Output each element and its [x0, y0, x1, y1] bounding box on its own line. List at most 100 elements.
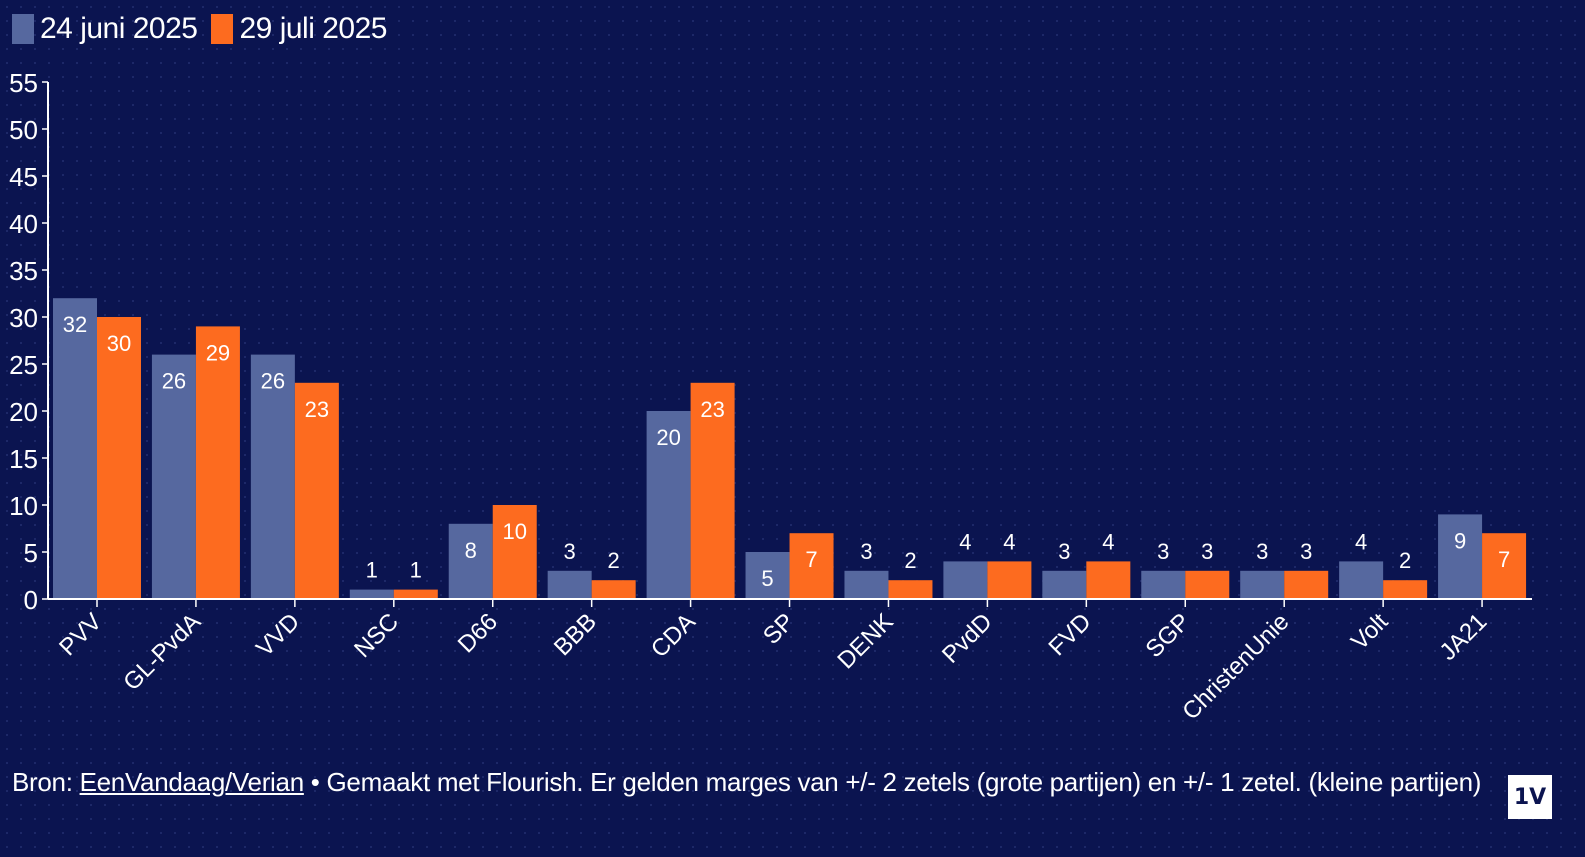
x-tick-label: GL-PvdA — [118, 608, 206, 696]
bar[interactable] — [294, 382, 339, 599]
bar[interactable] — [1383, 580, 1428, 599]
bar-value-label: 32 — [63, 312, 87, 337]
bar-value-label: 3 — [1058, 539, 1070, 564]
bar-value-label: 5 — [761, 566, 773, 591]
legend-item-series-b[interactable]: 29 juli 2025 — [211, 12, 387, 46]
bar-value-label: 4 — [1003, 529, 1015, 554]
brand-logo: 1V — [1508, 775, 1552, 819]
bar[interactable] — [53, 298, 97, 599]
y-tick-label: 0 — [24, 585, 38, 615]
legend-item-series-a[interactable]: 24 juni 2025 — [12, 12, 198, 46]
bar-value-label: 7 — [1498, 547, 1510, 572]
bar[interactable] — [195, 326, 240, 599]
chart-legend: 24 juni 2025 29 juli 2025 — [12, 12, 387, 46]
x-tick-label: PvdD — [937, 608, 998, 669]
bar[interactable] — [1042, 570, 1087, 599]
y-tick-label: 50 — [9, 115, 38, 145]
bar-value-label: 30 — [107, 331, 131, 356]
bar[interactable] — [151, 354, 196, 599]
bar-value-label: 3 — [860, 539, 872, 564]
x-tick-label: ChristenUnie — [1177, 608, 1294, 725]
bar-value-label: 7 — [805, 547, 817, 572]
bar-value-label: 23 — [305, 397, 329, 422]
bar-value-label: 9 — [1454, 528, 1466, 553]
y-tick-label: 25 — [9, 350, 38, 380]
x-tick-label: SGP — [1141, 608, 1196, 663]
bar[interactable] — [1339, 561, 1384, 599]
x-tick-label: JA21 — [1435, 608, 1493, 666]
bar[interactable] — [1240, 570, 1285, 599]
bar[interactable] — [1284, 570, 1329, 599]
bar[interactable] — [646, 411, 691, 599]
y-tick-label: 35 — [9, 256, 38, 286]
bar[interactable] — [888, 580, 933, 599]
footer-prefix: Bron: — [12, 767, 80, 797]
bar[interactable] — [1086, 561, 1131, 599]
source-footer: Bron: EenVandaag/Verian • Gemaakt met Fl… — [12, 764, 1482, 800]
bar-value-label: 3 — [1300, 539, 1312, 564]
bar[interactable] — [1438, 514, 1483, 599]
x-tick-label: NSC — [349, 608, 404, 663]
bar-value-label: 2 — [1399, 548, 1411, 573]
x-tick-label: VVD — [251, 608, 305, 662]
y-tick-label: 40 — [9, 209, 38, 239]
bar-value-label: 4 — [1355, 529, 1367, 554]
bar[interactable] — [547, 570, 592, 599]
bar[interactable] — [349, 589, 394, 599]
bar-value-label: 1 — [410, 558, 422, 583]
bar[interactable] — [1482, 533, 1527, 599]
bar[interactable] — [745, 552, 790, 599]
bar-value-label: 29 — [206, 340, 230, 365]
legend-swatch-series-b — [211, 14, 234, 44]
bar-value-label: 8 — [465, 538, 477, 563]
bar-value-label: 3 — [1201, 539, 1213, 564]
bar-value-label: 4 — [959, 529, 971, 554]
footer-text: • Gemaakt met Flourish. Er gelden marges… — [303, 767, 1482, 797]
bar-value-label: 3 — [1256, 539, 1268, 564]
y-tick-label: 30 — [9, 303, 38, 333]
x-tick-label: DENK — [832, 608, 898, 674]
x-tick-label: PVV — [54, 608, 107, 661]
x-tick-label: CDA — [646, 608, 701, 663]
bar[interactable] — [844, 570, 889, 599]
bar[interactable] — [97, 317, 141, 599]
x-tick-label: FVD — [1044, 608, 1097, 661]
legend-label-series-a: 24 juni 2025 — [40, 12, 198, 45]
legend-swatch-series-a — [12, 14, 34, 44]
y-tick-label: 45 — [9, 162, 38, 192]
y-tick-label: 20 — [9, 397, 38, 427]
x-tick-label: D66 — [453, 608, 503, 658]
bar[interactable] — [448, 523, 493, 599]
bar-value-label: 4 — [1102, 529, 1114, 554]
bar[interactable] — [690, 382, 735, 599]
y-tick-label: 55 — [9, 68, 38, 98]
y-tick-label: 15 — [9, 444, 38, 474]
legend-label-series-b: 29 juli 2025 — [239, 12, 387, 45]
bar[interactable] — [492, 505, 537, 599]
bar[interactable] — [943, 561, 988, 599]
bar-value-label: 26 — [162, 369, 186, 394]
x-tick-label: Volt — [1346, 608, 1394, 656]
bar-value-label: 26 — [261, 369, 285, 394]
bar[interactable] — [789, 533, 834, 599]
x-tick-label: BBB — [549, 608, 602, 661]
bar-value-label: 2 — [904, 548, 916, 573]
bar[interactable] — [393, 589, 438, 599]
bar[interactable] — [1185, 570, 1230, 599]
source-link[interactable]: EenVandaag/Verian — [79, 767, 305, 797]
bar-chart: 05101520253035404550553230PVV2629GL-PvdA… — [9, 68, 1532, 725]
y-tick-label: 10 — [9, 491, 38, 521]
y-tick-label: 5 — [24, 538, 38, 568]
bar-value-label: 10 — [502, 519, 526, 544]
bar-value-label: 20 — [656, 425, 680, 450]
bar-value-label: 3 — [1157, 539, 1169, 564]
bar-value-label: 3 — [564, 539, 576, 564]
x-tick-label: SP — [758, 608, 800, 650]
bar-value-label: 1 — [366, 558, 378, 583]
bar[interactable] — [1141, 570, 1186, 599]
bar-value-label: 23 — [700, 397, 724, 422]
bar[interactable] — [591, 580, 636, 599]
bar[interactable] — [987, 561, 1032, 599]
bar[interactable] — [250, 354, 295, 599]
bar-value-label: 2 — [608, 548, 620, 573]
